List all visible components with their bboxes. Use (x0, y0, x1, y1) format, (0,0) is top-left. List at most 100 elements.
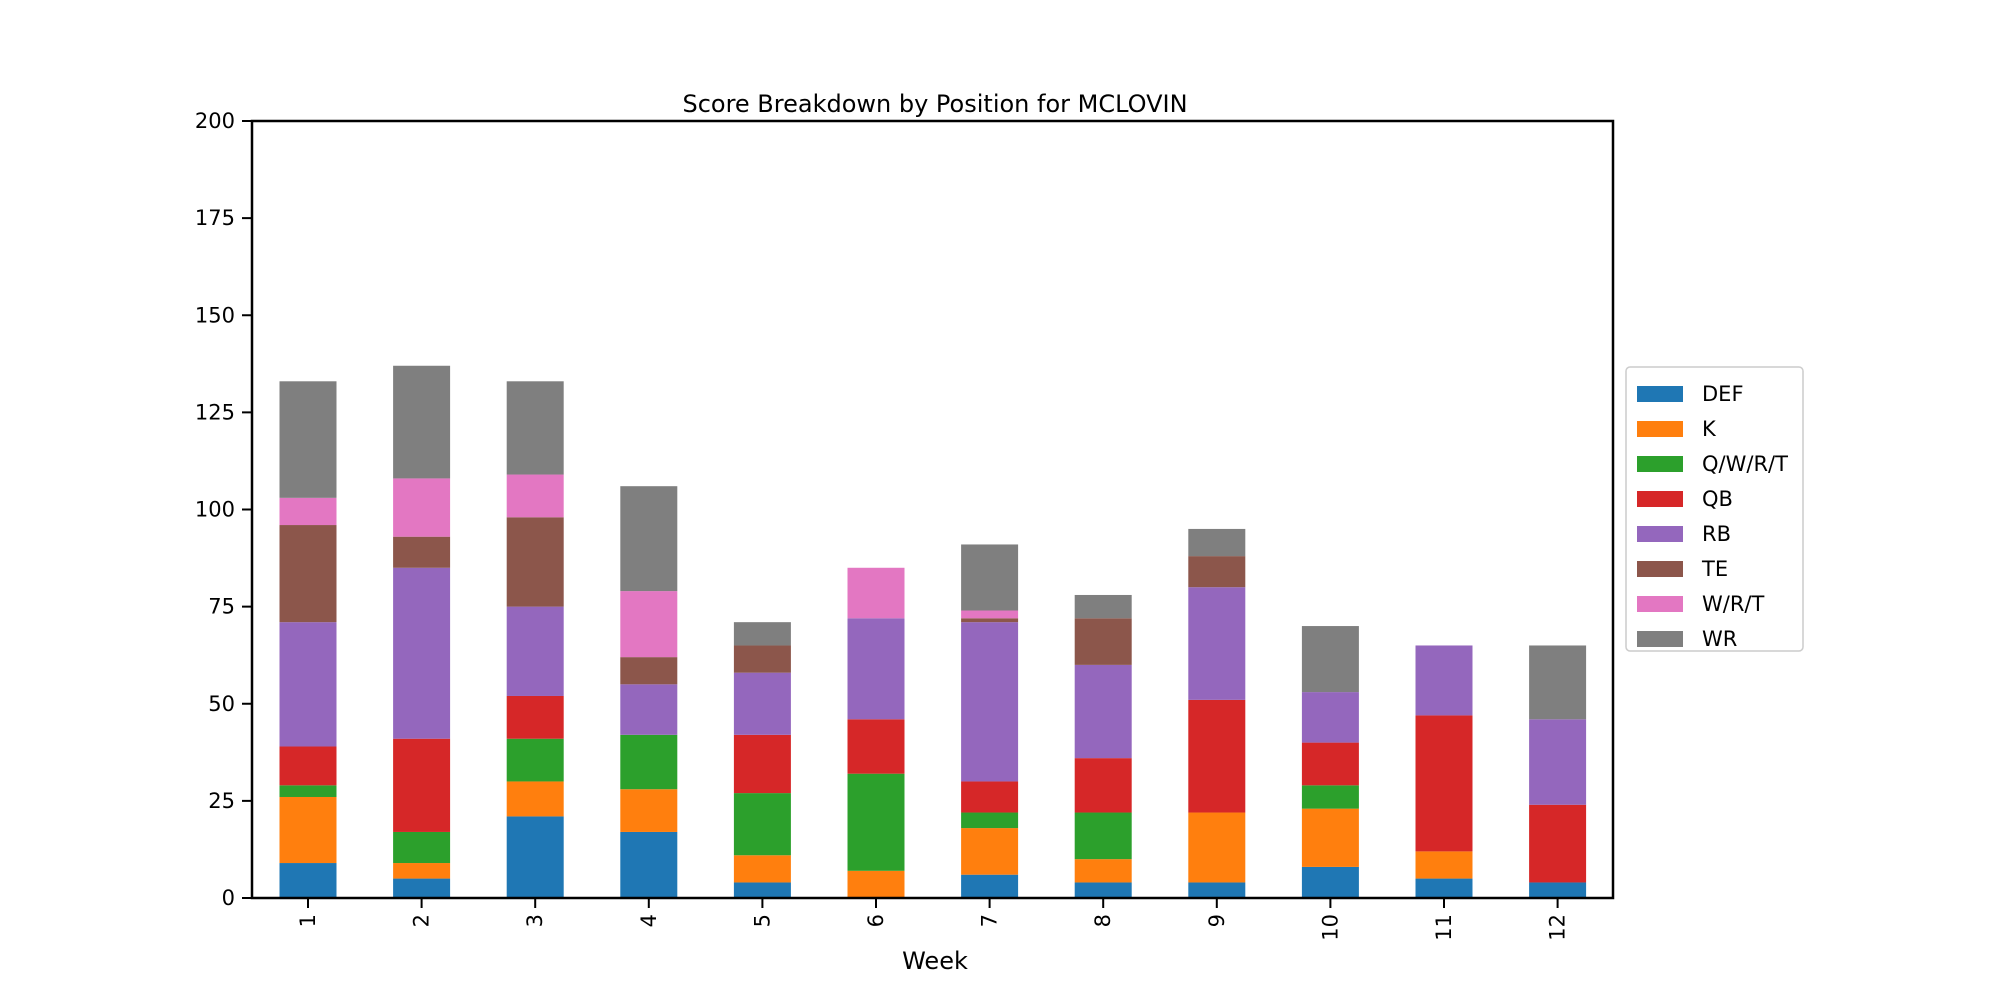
bar-week-11-series-3 (1415, 715, 1473, 852)
bar-week-2-series-2 (393, 831, 451, 864)
bar-week-5-series-1 (733, 855, 791, 883)
legend-swatch (1637, 386, 1683, 402)
x-tick-label: 12 (1546, 914, 1570, 941)
bar-week-6-series-3 (847, 719, 905, 774)
legend-label: W/R/T (1702, 592, 1765, 616)
bar-week-4-series-2 (620, 734, 678, 790)
bar-week-8-series-4 (1074, 664, 1132, 759)
bar-week-12-series-3 (1529, 804, 1587, 883)
bar-week-3-series-2 (506, 738, 564, 782)
bar-week-8-series-3 (1074, 758, 1132, 813)
bar-week-4-series-1 (620, 789, 678, 832)
legend-label: K (1702, 417, 1717, 441)
legend-swatch (1637, 596, 1683, 612)
legend-label: RB (1702, 522, 1731, 546)
bar-week-3-series-4 (506, 606, 564, 696)
bar-week-8-series-1 (1074, 859, 1132, 883)
x-tick-label: 11 (1432, 914, 1456, 941)
bar-week-1-series-7 (279, 381, 337, 498)
bar-week-7-series-1 (961, 828, 1019, 875)
bar-week-1-series-5 (279, 525, 337, 623)
bar-week-3-series-6 (506, 474, 564, 518)
legend-swatch (1637, 421, 1683, 437)
bar-week-7-series-0 (961, 874, 1019, 898)
bar-week-12-series-7 (1529, 645, 1587, 720)
bar-week-2-series-3 (393, 738, 451, 832)
x-tick-label: 9 (1205, 914, 1229, 927)
x-tick-label: 5 (750, 914, 774, 927)
x-tick-label: 2 (410, 914, 434, 927)
legend-swatch (1637, 561, 1683, 577)
bar-week-3-series-5 (506, 517, 564, 607)
bar-week-1-series-3 (279, 746, 337, 786)
y-tick-label: 25 (208, 789, 235, 813)
bar-week-10-series-0 (1301, 866, 1359, 898)
chart-title: Score Breakdown by Position for MCLOVIN (682, 90, 1187, 118)
y-tick-label: 200 (195, 109, 235, 133)
bar-week-8-series-7 (1074, 594, 1132, 619)
bar-week-7-series-7 (961, 544, 1019, 611)
y-tick-label: 175 (195, 206, 235, 230)
bar-week-7-series-2 (961, 812, 1019, 829)
bar-week-7-series-6 (961, 610, 1019, 619)
x-tick-label: 6 (864, 914, 888, 927)
x-tick-label: 10 (1318, 914, 1342, 941)
bar-week-5-series-3 (733, 734, 791, 794)
bar-week-10-series-7 (1301, 626, 1359, 693)
legend-label: Q/W/R/T (1702, 452, 1788, 476)
bar-week-5-series-4 (733, 672, 791, 735)
legend: DEF K Q/W/R/T QB RB TE W/R/T WR (1625, 366, 1804, 652)
legend-swatch (1637, 456, 1683, 472)
bar-week-1-series-1 (279, 796, 337, 864)
y-tick-label: 0 (222, 886, 235, 910)
bar-week-8-series-2 (1074, 812, 1132, 860)
x-axis: 1 2 3 4 5 6 7 8 9 10 11 12 (296, 898, 1570, 941)
plot-frame (250, 119, 1615, 900)
bar-week-10-series-4 (1301, 692, 1359, 743)
bar-week-1-series-6 (279, 497, 337, 526)
bar-week-5-series-0 (733, 882, 791, 898)
legend-label: QB (1702, 487, 1733, 511)
y-tick-label: 125 (195, 400, 235, 424)
y-axis: 0 25 50 75 100 125 150 175 200 (195, 109, 252, 910)
x-axis-label: Week (902, 947, 968, 975)
y-tick-label: 50 (208, 692, 235, 716)
legend-frame (1625, 366, 1804, 652)
bar-week-5-series-7 (733, 622, 791, 646)
bar-week-11-series-1 (1415, 851, 1473, 879)
bar-week-2-series-4 (393, 567, 451, 739)
bar-week-4-series-0 (620, 831, 678, 898)
legend-label: TE (1701, 557, 1728, 581)
bar-week-2-series-7 (393, 365, 451, 479)
bar-week-3-series-7 (506, 381, 564, 475)
bar-week-5-series-2 (733, 793, 791, 856)
x-tick-label: 4 (637, 914, 661, 927)
bar-week-2-series-5 (393, 536, 451, 568)
bar-week-4-series-6 (620, 591, 678, 658)
bar-week-12-series-4 (1529, 719, 1587, 805)
bar-week-4-series-5 (620, 657, 678, 685)
bar-week-3-series-0 (506, 816, 564, 898)
legend-label: DEF (1702, 382, 1744, 406)
bar-week-1-series-2 (279, 785, 337, 797)
bar-week-8-series-5 (1074, 618, 1132, 665)
y-tick-label: 150 (195, 303, 235, 327)
bar-week-7-series-5 (961, 618, 1019, 623)
bar-week-6-series-1 (847, 870, 905, 898)
bar-week-3-series-3 (506, 695, 564, 739)
legend-swatch (1637, 491, 1683, 507)
bar-week-2-series-1 (393, 863, 451, 879)
bar-week-9-series-4 (1188, 587, 1246, 700)
bar-week-9-series-5 (1188, 556, 1246, 588)
bar-week-9-series-3 (1188, 699, 1246, 813)
bar-week-4-series-4 (620, 684, 678, 735)
bar-week-10-series-1 (1301, 808, 1359, 867)
bar-week-8-series-0 (1074, 882, 1132, 898)
y-tick-label: 75 (208, 595, 235, 619)
bar-week-10-series-2 (1301, 785, 1359, 809)
bar-week-11-series-4 (1415, 645, 1473, 716)
bar-week-11-series-0 (1415, 878, 1473, 898)
bar-week-4-series-7 (620, 486, 678, 592)
bar-week-9-series-0 (1188, 882, 1246, 898)
